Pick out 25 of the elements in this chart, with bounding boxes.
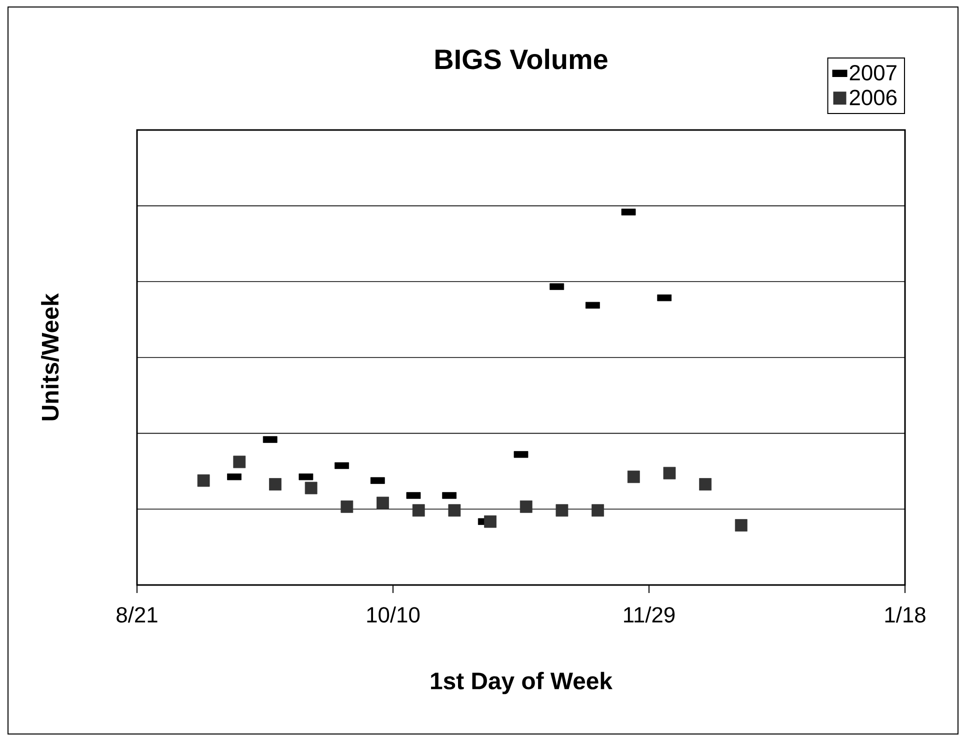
point (484, 515, 496, 528)
point (592, 504, 604, 517)
chart-title: BIGS Volume (436, 48, 608, 70)
point (448, 504, 461, 517)
point (197, 474, 210, 487)
point (269, 478, 282, 490)
point (412, 504, 425, 517)
x-tick-label: 8/21 (116, 606, 158, 623)
x-tick-label: 11/29 (624, 606, 675, 623)
legend-label: 2007 (850, 64, 896, 81)
x-axis-title: 1st Day of Week (431, 672, 612, 694)
legend-label: 2006 (850, 90, 897, 106)
point (376, 496, 389, 510)
point (304, 482, 318, 494)
point (663, 466, 676, 480)
point (556, 504, 568, 517)
point (340, 500, 354, 513)
x-tick-label: 10/10 (367, 606, 420, 623)
point (520, 500, 532, 513)
point (699, 478, 712, 490)
y-axis-title: Units/Week (41, 293, 59, 420)
point (734, 519, 748, 532)
point (233, 456, 246, 468)
x-tick-label: 1/18 (885, 606, 926, 623)
point (627, 470, 640, 484)
